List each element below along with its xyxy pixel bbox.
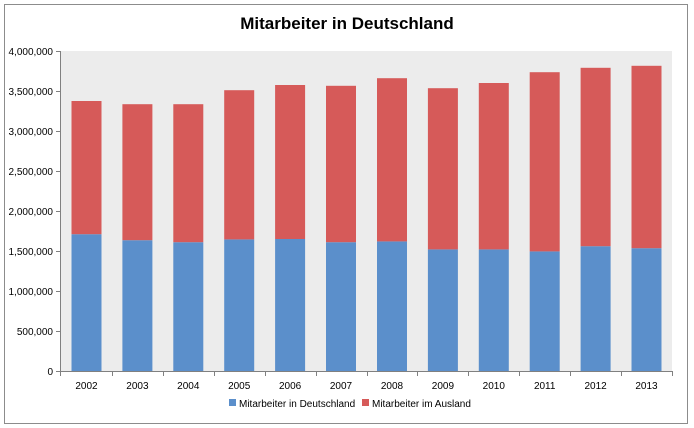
x-tick-label: 2013 (635, 381, 658, 392)
bar-segment-ausland (580, 67, 611, 247)
x-axis-ticks: 2002 2003 2004 2005 2006 2007 2008 2009 2010 2011… (60, 371, 673, 392)
x-tick-label: 2005 (228, 381, 251, 392)
y-tick-label: 1,500,000 (9, 247, 54, 258)
y-tick-label: 3,000,000 (9, 127, 54, 138)
bar-segment-deutschland (580, 246, 611, 371)
x-tick-label: 2007 (330, 381, 353, 392)
bars (71, 65, 662, 371)
bar-segment-deutschland (427, 249, 458, 371)
x-tick-label: 2009 (432, 381, 455, 392)
bar-segment-ausland (224, 90, 255, 240)
bar-segment-deutschland (122, 240, 153, 371)
x-tick-label: 2010 (483, 381, 506, 392)
bar-segment-ausland (71, 101, 102, 235)
x-tick-label: 2012 (584, 381, 607, 392)
y-tick-label: 500,000 (17, 327, 54, 338)
legend-label: Mitarbeiter in Deutschland (239, 399, 355, 410)
bar-segment-ausland (173, 104, 204, 243)
legend-swatch (229, 399, 236, 406)
y-tick-label: 2,500,000 (9, 167, 54, 178)
bar-segment-ausland (377, 78, 407, 242)
y-tick-label: 2,000,000 (9, 207, 54, 218)
y-tick-label: 1,000,000 (9, 287, 54, 298)
x-tick-label: 2003 (126, 381, 149, 392)
bar-segment-deutschland (631, 248, 662, 371)
bar-segment-deutschland (224, 239, 255, 371)
bar-segment-ausland (478, 83, 509, 250)
bar-segment-deutschland (377, 241, 407, 371)
y-tick-label: 4,000,000 (9, 47, 54, 58)
y-axis-ticks: 0 500,000 1,000,000 1,500,000 2,000,000 2,500… (9, 47, 61, 378)
bar-segment-ausland (326, 85, 356, 243)
bar-segment-deutschland (71, 234, 102, 371)
legend: Mitarbeiter in Deutschland Mitarbeiter im… (229, 399, 471, 410)
bar-segment-ausland (122, 104, 153, 241)
x-tick-label: 2008 (381, 381, 404, 392)
bar-segment-deutschland (529, 251, 560, 371)
bar-segment-deutschland (326, 242, 356, 371)
bar-segment-deutschland (173, 242, 204, 371)
x-tick-label: 2004 (177, 381, 200, 392)
legend-label: Mitarbeiter im Ausland (372, 399, 471, 410)
x-tick-label: 2002 (75, 381, 98, 392)
bar-segment-deutschland (275, 239, 306, 371)
bar-segment-ausland (427, 88, 458, 250)
bar-segment-ausland (631, 65, 662, 249)
x-tick-label: 2011 (534, 381, 556, 392)
bar-segment-deutschland (478, 249, 509, 371)
bar-segment-ausland (529, 72, 560, 252)
y-tick-label: 3,500,000 (9, 87, 54, 98)
legend-swatch (362, 399, 369, 406)
y-tick-label: 0 (47, 367, 53, 378)
x-tick-label: 2006 (279, 381, 302, 392)
bar-segment-ausland (275, 85, 306, 239)
chart-title: Mitarbeiter in Deutschland (240, 14, 454, 33)
plot-area-background (61, 51, 672, 371)
